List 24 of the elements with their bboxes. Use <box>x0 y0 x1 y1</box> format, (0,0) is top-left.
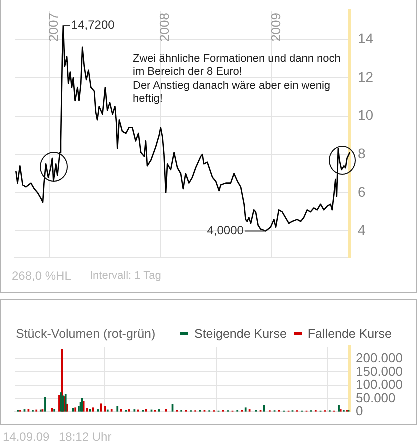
y-tick-label: 10 <box>358 107 374 124</box>
y-tick-label: 8 <box>358 145 366 162</box>
annotation: Zwei ähnliche Formationen und dann noch im Bereich der 8 Euro! Der Anstieg danach wäre aber ein wenig heftig! <box>133 53 341 107</box>
y-tick-label: 4 <box>358 222 366 238</box>
y-tick-label: 100.000 <box>356 377 403 392</box>
text: Intervall: 1 Tag <box>90 270 162 283</box>
legend-label: Fallende Kurse <box>308 326 392 340</box>
y-tick-label: 12 <box>358 68 374 85</box>
x-tick-label: 2009 <box>268 13 284 42</box>
x-tick-label: 2007 <box>46 13 61 42</box>
x-tick-label: 2008 <box>157 13 172 42</box>
y-tick-label: 200.000 <box>356 350 403 366</box>
text: 268,0 %HL <box>12 269 72 283</box>
annotation: 4,0000 <box>207 224 244 238</box>
chart-title: Stück-Volumen (rot-grün) <box>16 326 156 340</box>
y-tick-label: 150.000 <box>356 364 403 379</box>
text: 14.09.09 <box>3 430 50 443</box>
annotation: 14,7200 <box>71 18 116 32</box>
y-tick-label: 0 <box>356 404 364 419</box>
y-tick-label: 50.000 <box>356 390 396 406</box>
y-tick-label: 14 <box>358 30 374 47</box>
legend-label: Steigende Kurse <box>194 326 287 340</box>
y-tick-label: 6 <box>358 184 366 200</box>
text: 18:12 Uhr <box>59 430 112 443</box>
